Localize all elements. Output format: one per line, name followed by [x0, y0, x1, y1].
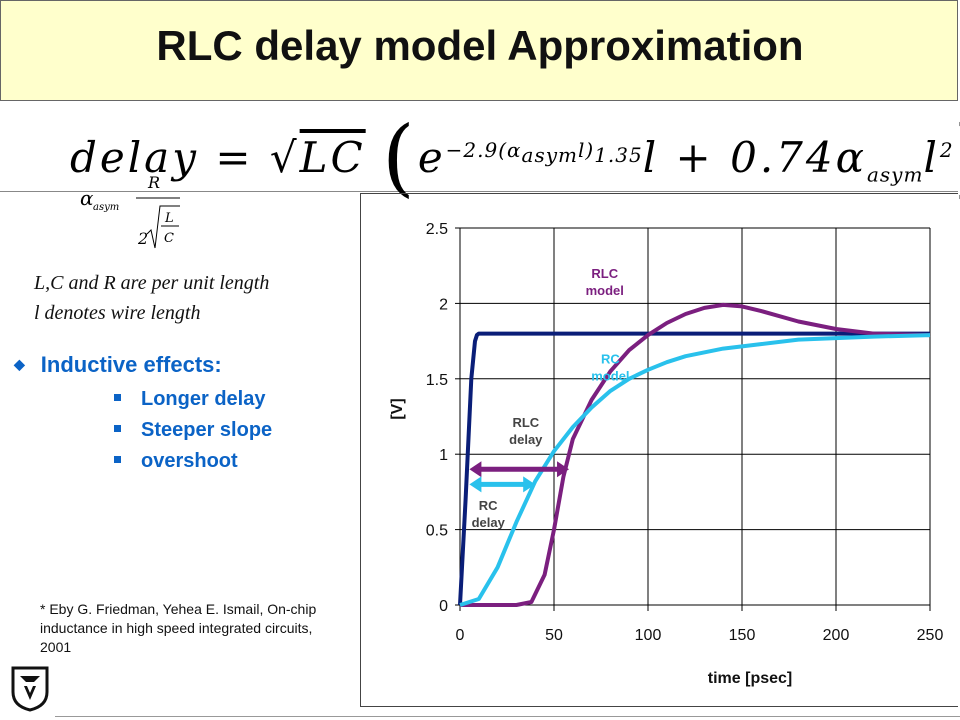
formula-coef: 0.74α [730, 133, 867, 182]
chart-arrows [469, 461, 570, 493]
alpha-den-C: C [164, 231, 174, 246]
x-tick-label: 50 [545, 627, 563, 644]
x-tick-label: 250 [917, 627, 944, 644]
annotation-rlc_delay: RLC [512, 415, 539, 430]
alpha-den-coef: 2 [137, 229, 148, 248]
bullet-inductive-effects: ◆ Inductive effects: [14, 352, 222, 378]
rc_delay_arrow-head-left [469, 476, 482, 493]
series-rc-line [459, 333, 931, 607]
x-tick-label: 100 [635, 627, 662, 644]
formula-close-paren: ) [954, 108, 960, 206]
series-input-line [458, 331, 930, 606]
chart-annotations: RLC model RC model RLC delay RC delay [472, 266, 630, 530]
formula-sqrt-arg: LC [299, 133, 366, 182]
formula-equals: = [215, 133, 254, 182]
formula-coef-sub: asym [866, 162, 924, 187]
annotation-rc_delay: delay [472, 515, 506, 530]
sub-bullet-item: Steeper slope [114, 419, 272, 442]
formula-plus: + [675, 133, 714, 182]
chart-series [458, 302, 931, 607]
sub-bullet-label: overshoot [141, 450, 238, 472]
formula-term2-pow: 2 [939, 138, 954, 162]
annotation-rlc_delay: delay [509, 432, 543, 447]
x-tick-label: 0 [456, 627, 465, 644]
sub-bullet-item: Longer delay [114, 388, 265, 411]
voltage-chart: 0 0.5 1 1.5 2 2.5 0 50 100 150 200 250 RLC model RC mo… [389, 221, 944, 687]
bottom-rule [55, 716, 960, 717]
series-rlc-line [460, 302, 931, 607]
annotation-rlc_model: RLC [591, 266, 618, 281]
alpha-numerator: R [147, 173, 160, 192]
y-axis-label: [V] [389, 398, 406, 419]
delay-formula: delay = √LC (e−2.9(αasyml)1.35l + 0.74αa… [70, 108, 960, 206]
formula-area [0, 101, 958, 192]
formula-lhs: delay [70, 133, 199, 182]
square-bullet-icon [114, 394, 121, 401]
square-bullet-icon [114, 425, 121, 432]
diamond-bullet-icon: ◆ [14, 356, 25, 372]
alpha-den-L: L [164, 211, 174, 226]
chart-frame [360, 193, 958, 707]
y-tick-label: 2.5 [426, 221, 448, 238]
technion-logo-icon [11, 666, 49, 712]
title-banner [0, 0, 958, 101]
y-tick-label: 0 [439, 598, 448, 615]
rc_delay_arrow-head-right [523, 476, 536, 493]
alpha-subscript: asym [93, 202, 119, 213]
y-tick-label: 1.5 [426, 372, 448, 389]
y-tick-label: 1 [439, 447, 448, 464]
sub-bullet-label: Steeper slope [141, 419, 273, 441]
chart-ticks: 0 0.5 1 1.5 2 2.5 0 50 100 150 200 250 [426, 221, 944, 644]
alpha-definition: α asym R 2 L C [80, 173, 180, 249]
formula-exponent-tail: l) [578, 138, 595, 162]
chart-grid [455, 227, 931, 611]
formula-term1-factor: l [642, 133, 660, 182]
y-tick-label: 2 [439, 296, 448, 313]
annotation-rlc_model: model [586, 283, 624, 298]
sqrt-sign: √ [269, 133, 300, 182]
formula-open-paren: ( [382, 108, 418, 206]
bullet-heading: Inductive effects: [40, 352, 222, 377]
sqrt-radical-icon [146, 205, 180, 249]
rlc_delay_arrow-head-left [469, 461, 482, 478]
formula-exponent-sub: asym [521, 143, 578, 167]
y-tick-label: 0.5 [426, 523, 448, 540]
sub-bullet-item: overshoot [114, 450, 238, 473]
x-axis-label: time [psec] [708, 670, 792, 687]
note-per-unit-length: L,C and R are per unit length [34, 272, 270, 294]
reference-note: * Eby G. Friedman, Yehea E. Ismail, On-c… [40, 601, 317, 655]
formula-exponent-pow: 1.35 [594, 143, 643, 167]
square-bullet-icon [114, 456, 121, 463]
x-tick-label: 200 [823, 627, 850, 644]
formula-exp-base: e [417, 133, 446, 182]
rlc_delay_arrow-head-right [557, 461, 570, 478]
annotation-rc_model: model [591, 369, 629, 384]
annotation-rc_delay: RC [479, 498, 498, 513]
formula-exponent: −2.9(α [445, 138, 522, 162]
annotation-rc_model: RC [601, 352, 620, 367]
x-tick-label: 150 [729, 627, 756, 644]
alpha-symbol: α [80, 186, 94, 210]
note-wire-length: l denotes wire length [34, 302, 201, 324]
formula-term2: l [923, 133, 940, 182]
sub-bullet-label: Longer delay [141, 388, 266, 410]
slide-title: RLC delay model Approximation [156, 22, 804, 69]
